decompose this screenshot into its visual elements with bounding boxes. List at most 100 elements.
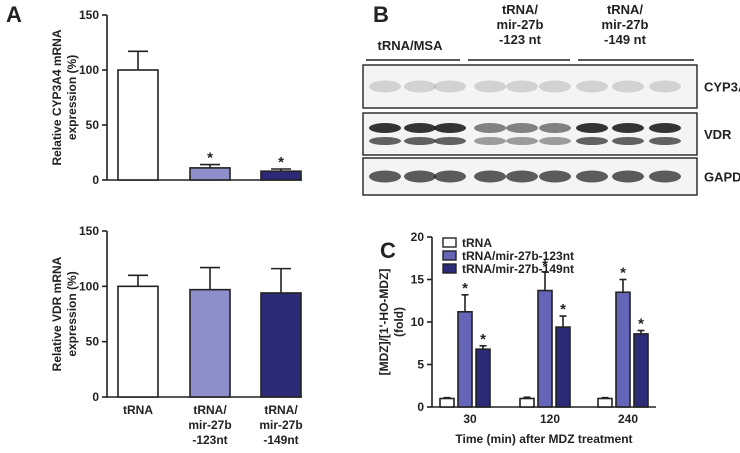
significance-marker: *	[638, 316, 644, 333]
y-tick-label: 0	[92, 390, 99, 404]
x-tick-label: 30	[463, 412, 477, 426]
blot-band	[612, 170, 644, 183]
blot-band	[539, 170, 571, 183]
blot-band	[649, 80, 681, 93]
blot-band	[369, 170, 401, 183]
y-tick-label: 15	[411, 273, 425, 287]
lane-header: tRNA/mir-27b -123 nt	[497, 2, 544, 47]
blot-band	[434, 123, 466, 133]
blot-band	[369, 123, 401, 133]
legend-label: tRNA	[462, 236, 492, 250]
blot-band	[369, 137, 401, 145]
blot-band	[576, 170, 608, 183]
legend-swatch	[442, 237, 457, 248]
row-label: GAPDH	[704, 170, 740, 185]
x-tick-label: 240	[618, 412, 638, 426]
x-tick-label: 120	[540, 412, 560, 426]
bar	[475, 348, 491, 408]
x-tick-label: tRNA/mir-27b -149nt	[259, 403, 302, 447]
bar	[189, 167, 231, 181]
y-axis-label: [MDZ]/[1'-HO-MDZ](fold)	[377, 269, 406, 376]
significance-marker: *	[462, 280, 468, 297]
y-axis-label: Relative CYP3A4 mRNAexpression (%)	[50, 29, 79, 165]
blot-band	[576, 137, 608, 145]
bar	[555, 326, 571, 408]
significance-marker: *	[542, 257, 548, 274]
bar	[615, 291, 631, 408]
blot-band	[404, 137, 436, 145]
bar	[457, 310, 473, 408]
y-tick-label: 20	[411, 230, 425, 244]
blot-band	[474, 123, 506, 133]
y-tick-label: 10	[411, 315, 425, 329]
blot-band	[612, 137, 644, 145]
significance-marker: *	[278, 154, 284, 171]
y-tick-label: 50	[86, 118, 100, 132]
panel-label: B	[373, 2, 389, 27]
y-tick-label: 100	[79, 279, 99, 293]
significance-marker: *	[560, 301, 566, 318]
y-tick-label: 100	[79, 63, 99, 77]
blot-band	[576, 80, 608, 93]
x-tick-label: tRNA/mir-27b -123nt	[188, 403, 231, 447]
bar	[537, 289, 553, 408]
y-tick-label: 0	[417, 400, 424, 414]
bar	[633, 333, 649, 408]
x-axis-label: Time (min) after MDZ treatment	[455, 432, 632, 446]
blot-band	[506, 80, 538, 93]
blot-band	[612, 123, 644, 133]
row-label: VDR	[704, 127, 732, 142]
legend-label: tRNA/mir-27b-149nt	[462, 262, 574, 276]
bar	[189, 288, 231, 398]
blot-band	[434, 170, 466, 183]
bar	[117, 69, 159, 181]
blot-band	[506, 170, 538, 183]
blot-band	[539, 80, 571, 93]
blot-band	[506, 123, 538, 133]
blot-band	[369, 80, 401, 93]
blot-band	[474, 170, 506, 183]
row-label: CYP3A4	[704, 80, 740, 95]
bar	[597, 397, 613, 408]
blot-band	[649, 170, 681, 183]
panel-label: A	[6, 2, 22, 27]
blot-band	[404, 80, 436, 93]
blot-box	[362, 64, 698, 109]
blot-band	[576, 123, 608, 133]
blot-band	[474, 137, 506, 145]
blot-band	[434, 137, 466, 145]
blot-band	[539, 123, 571, 133]
x-tick-label: tRNA	[123, 403, 153, 417]
blot-band	[649, 123, 681, 133]
blot-band	[506, 137, 538, 145]
bar	[260, 170, 302, 181]
blot-band	[612, 80, 644, 93]
panel-label: C	[380, 238, 396, 263]
significance-marker: *	[620, 265, 626, 282]
y-tick-label: 150	[79, 8, 99, 22]
bar	[439, 397, 455, 408]
blot-band	[539, 137, 571, 145]
y-axis-label: Relative VDR mRNAexpression (%)	[50, 256, 79, 371]
bar	[519, 397, 535, 408]
lane-header: tRNA/MSA	[378, 38, 444, 53]
significance-marker: *	[207, 150, 213, 167]
bar	[260, 292, 302, 398]
blot-band	[474, 80, 506, 93]
y-tick-label: 5	[417, 358, 424, 372]
y-tick-label: 150	[79, 224, 99, 238]
bar	[117, 285, 159, 398]
blot-band	[404, 170, 436, 183]
blot-band	[434, 80, 466, 93]
legend-swatch	[442, 250, 457, 261]
y-tick-label: 50	[86, 335, 100, 349]
legend-swatch	[442, 263, 457, 274]
significance-marker: *	[480, 331, 486, 348]
y-tick-label: 0	[92, 173, 99, 187]
lane-header: tRNA/mir-27b -149 nt	[602, 2, 649, 47]
blot-band	[649, 137, 681, 145]
blot-band	[404, 123, 436, 133]
blot-box	[362, 112, 698, 156]
legend-label: tRNA/mir-27b-123nt	[462, 249, 574, 263]
